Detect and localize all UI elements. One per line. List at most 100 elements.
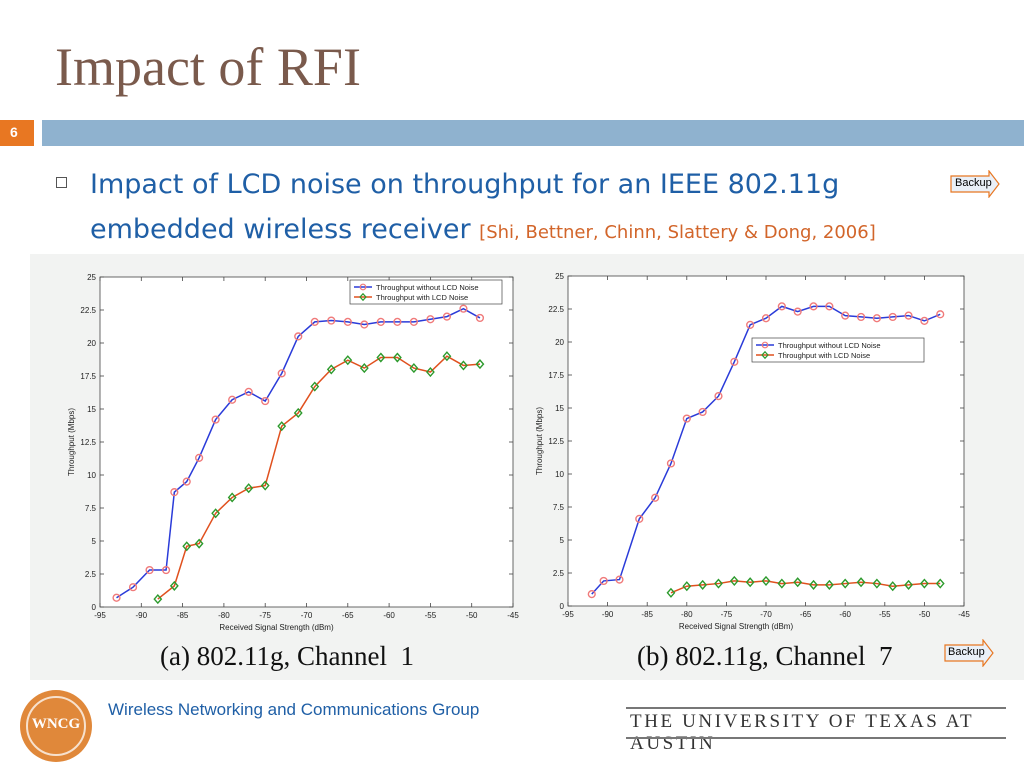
data-point-without-noise	[777, 302, 786, 311]
data-point-with-noise	[809, 579, 818, 590]
data-point-with-noise	[310, 381, 320, 392]
data-point-with-noise	[211, 508, 221, 519]
data-point-without-noise	[195, 453, 204, 462]
data-point-with-noise	[260, 480, 270, 491]
series-line-0	[591, 305, 941, 595]
data-point-with-noise	[666, 587, 676, 598]
legend-box	[751, 337, 925, 363]
data-point-without-noise	[182, 477, 191, 486]
backup-label-top: Backup	[955, 177, 992, 189]
data-point-with-noise	[392, 352, 402, 363]
series-line-1	[157, 355, 481, 600]
data-point-without-noise	[294, 332, 303, 341]
data-point-without-noise	[112, 593, 121, 602]
data-point-without-noise	[651, 493, 660, 502]
data-point-with-noise	[153, 594, 163, 605]
university-rule-bottom	[626, 737, 1006, 739]
data-point-without-noise	[666, 459, 676, 468]
legend-label: Throughput without LCD Noise	[778, 341, 881, 350]
bullet-text: Impact of LCD noise on throughput for an…	[90, 162, 960, 255]
data-point-with-noise	[425, 366, 435, 378]
legend-label: Throughput without LCD Noise	[376, 283, 479, 292]
data-point-without-noise	[841, 311, 850, 320]
data-point-with-noise	[761, 575, 771, 586]
plot-area	[99, 276, 514, 608]
x-tick-label: -65	[800, 610, 812, 619]
data-point-without-noise	[244, 387, 253, 396]
data-point-with-noise	[824, 579, 834, 590]
legend-box	[349, 279, 503, 305]
x-tick-label: -75	[721, 610, 733, 619]
logo-text: WNCG	[31, 716, 81, 732]
data-point-with-noise	[409, 363, 419, 374]
x-axis-label: Received Signal Strength (dBm)	[679, 622, 794, 631]
data-point-without-noise	[145, 565, 154, 575]
data-point-with-noise	[359, 363, 369, 374]
y-tick-label: 25	[87, 273, 96, 282]
data-point-without-noise	[635, 514, 644, 523]
data-point-with-noise	[872, 578, 882, 589]
logo-ring	[26, 696, 86, 756]
data-point-without-noise	[409, 317, 418, 326]
x-tick-label: -50	[919, 610, 931, 619]
arrow-right-icon	[944, 638, 994, 668]
y-axis-label: Throughput (Mbps)	[535, 407, 544, 475]
data-point-without-noise	[682, 414, 691, 423]
data-point-without-noise	[228, 395, 237, 404]
y-tick-label: 0	[560, 602, 565, 611]
group-name: Wireless Networking and Communications G…	[108, 700, 480, 719]
data-point-without-noise	[761, 314, 771, 323]
x-tick-label: -75	[259, 611, 271, 620]
data-point-with-noise	[277, 421, 287, 432]
x-axis-label: Received Signal Strength (dBm)	[219, 623, 334, 632]
backup-button-top[interactable]: Backup	[950, 169, 1000, 199]
legend-label: Throughput with LCD Noise	[376, 293, 468, 302]
y-tick-label: 10	[555, 470, 564, 479]
caption-channel-7: (b) 802.11g, Channel 7	[637, 641, 893, 671]
y-tick-label: 22.5	[548, 305, 564, 314]
data-point-without-noise	[888, 312, 897, 322]
y-tick-label: 12.5	[80, 438, 96, 447]
y-tick-label: 7.5	[553, 503, 565, 512]
bullet-main-text: Impact of LCD noise on throughput for an…	[90, 169, 840, 245]
data-point-without-noise	[170, 488, 179, 497]
y-tick-label: 15	[555, 404, 564, 413]
y-tick-label: 2.5	[85, 570, 97, 579]
x-tick-label: -45	[958, 610, 970, 619]
data-point-without-noise	[872, 314, 881, 323]
data-point-with-noise	[682, 581, 692, 592]
backup-button-bottom[interactable]: Backup	[944, 638, 994, 668]
data-point-with-noise	[182, 541, 192, 552]
y-tick-label: 20	[87, 339, 96, 348]
data-point-with-noise	[935, 578, 945, 589]
data-point-with-noise	[856, 577, 866, 588]
backup-label-bottom: Backup	[948, 646, 985, 658]
legend-marker	[359, 292, 367, 302]
x-tick-label: -70	[301, 611, 313, 620]
y-tick-label: 17.5	[548, 371, 564, 380]
data-point-without-noise	[426, 315, 435, 324]
data-point-with-noise	[840, 578, 850, 589]
y-tick-label: 15	[87, 405, 96, 414]
slide-number-badge	[0, 120, 34, 146]
data-point-without-noise	[442, 312, 452, 321]
slide-title: Impact of RFI	[55, 37, 361, 97]
university-rule-top	[626, 707, 1006, 709]
caption-channel-1: (a) 802.11g, Channel 1	[160, 641, 414, 671]
y-tick-label: 5	[92, 537, 97, 546]
data-point-with-noise	[293, 407, 303, 419]
y-axis-label: Throughput (Mbps)	[67, 408, 76, 476]
legend-marker	[359, 283, 367, 291]
x-tick-label: -45	[507, 611, 519, 620]
data-point-with-noise	[475, 359, 485, 370]
data-point-without-noise	[730, 357, 739, 366]
data-point-without-noise	[825, 302, 834, 311]
data-point-without-noise	[587, 590, 596, 599]
data-point-with-noise	[904, 579, 913, 590]
data-point-without-noise	[793, 307, 802, 316]
chart-channel-1: -95 -90 -85 -80 -75 -70 -65 -60 -55 -50 -45 0 2.5 5 7.…	[67, 273, 519, 632]
x-tick-label: -95	[562, 610, 574, 619]
y-tick-label: 7.5	[85, 504, 97, 513]
chart-channel-7: -95 -90 -85 -80 -75 -70 -65 -60 -55 -50 -45 0 2.5 5 7.…	[535, 272, 970, 631]
bullet-square-icon	[56, 177, 67, 188]
